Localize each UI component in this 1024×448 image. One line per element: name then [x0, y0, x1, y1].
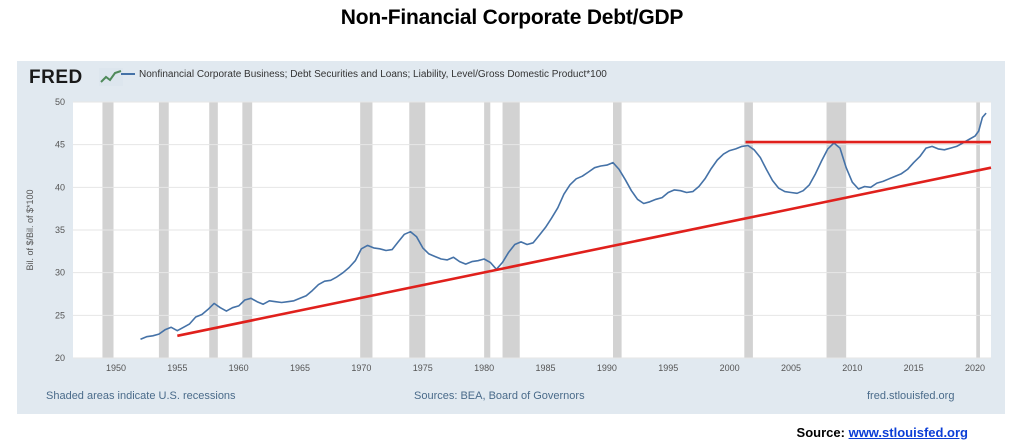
- y-tick-label: 45: [55, 140, 65, 150]
- y-tick-label: 30: [55, 268, 65, 278]
- fred-logo-graph-icon: [99, 68, 123, 86]
- sources-note: Sources: BEA, Board of Governors: [414, 390, 585, 402]
- legend-label: Nonfinancial Corporate Business; Debt Se…: [139, 69, 607, 80]
- x-tick-label: 1975: [413, 363, 433, 373]
- x-tick-label: 1990: [597, 363, 617, 373]
- y-axis-label: Bil. of $/Bil. of $*100: [25, 189, 35, 270]
- x-tick-label: 1985: [535, 363, 555, 373]
- trend-line: [177, 166, 992, 338]
- x-tick-label: 2000: [720, 363, 740, 373]
- y-tick-label: 25: [55, 310, 65, 320]
- recession-note: Shaded areas indicate U.S. recessions: [46, 390, 236, 402]
- x-tick-label: 1970: [351, 363, 371, 373]
- x-tick-label: 1960: [229, 363, 249, 373]
- x-tick-label: 2020: [965, 363, 985, 373]
- fred-chart-panel: FRED Nonfinancial Corporate Business; De…: [17, 61, 1005, 414]
- x-tick-label: 1950: [106, 363, 126, 373]
- page-title: Non-Financial Corporate Debt/GDP: [340, 6, 684, 29]
- source-credit: Source: www.stlouisfed.org: [797, 425, 968, 440]
- y-tick-label: 35: [55, 225, 65, 235]
- fred-url: fred.stlouisfed.org: [867, 390, 955, 402]
- y-tick-label: 40: [55, 182, 65, 192]
- y-tick-label: 50: [55, 97, 65, 107]
- x-tick-label: 1995: [658, 363, 678, 373]
- chart-legend: Nonfinancial Corporate Business; Debt Se…: [121, 69, 607, 80]
- x-tick-label: 2015: [904, 363, 924, 373]
- y-tick-label: 20: [55, 353, 65, 363]
- x-tick-label: 1980: [474, 363, 494, 373]
- x-tick-label: 2005: [781, 363, 801, 373]
- x-tick-label: 2010: [842, 363, 862, 373]
- legend-swatch: [121, 73, 135, 76]
- x-tick-label: 1965: [290, 363, 310, 373]
- series-line: [140, 112, 987, 340]
- line-chart: 20 25 30 35 40 45 50 1950 1955 1960 1965 1970 1975 1…: [25, 97, 992, 373]
- x-tick-label: 1955: [167, 363, 187, 373]
- source-label: Source:: [796, 425, 845, 440]
- fred-logo-text: FRED: [29, 67, 83, 88]
- fred-logo: FRED: [29, 67, 123, 89]
- source-link[interactable]: www.stlouisfed.org: [848, 425, 968, 440]
